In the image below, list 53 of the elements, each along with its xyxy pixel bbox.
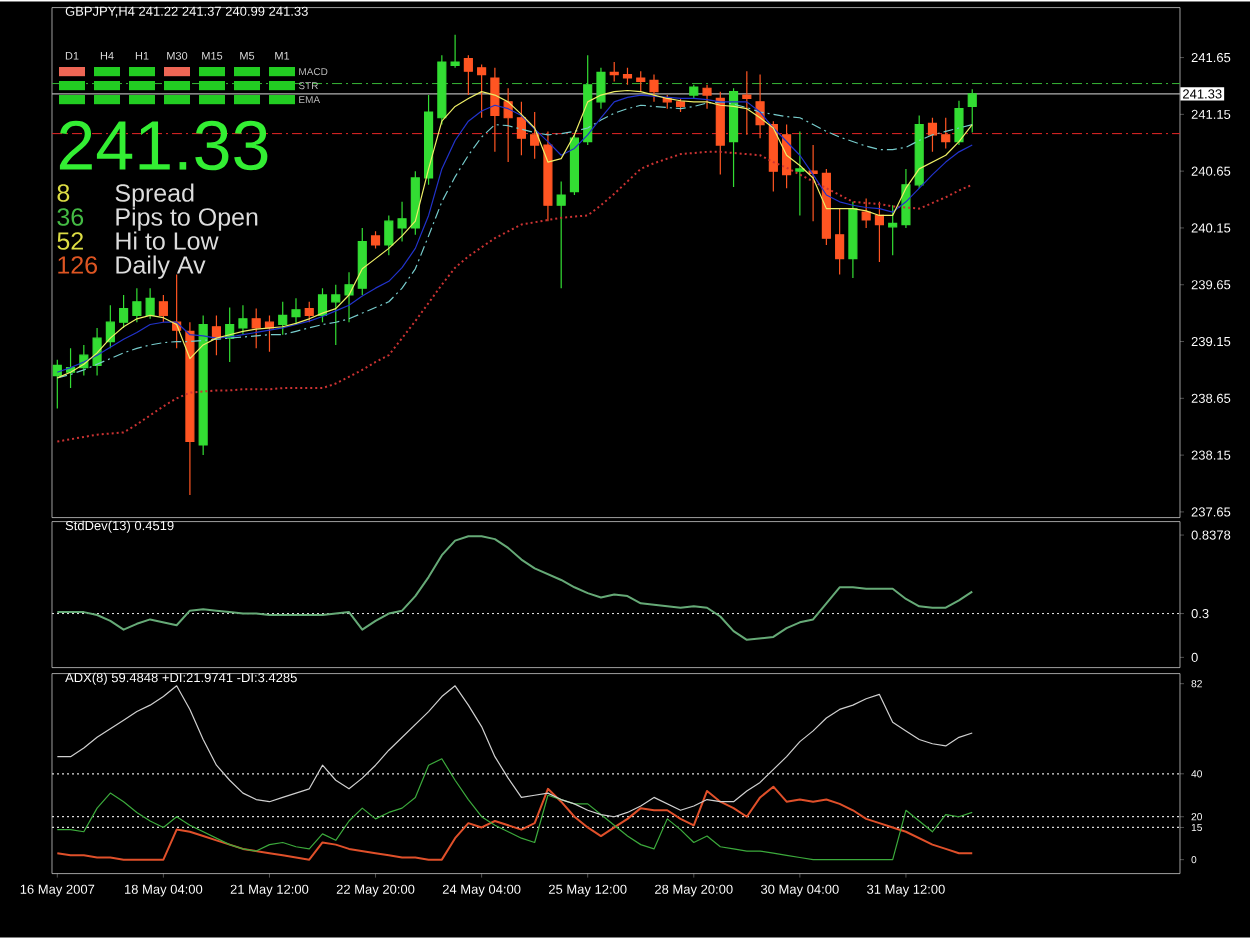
candlestick [424, 94, 434, 186]
candlestick [689, 84, 699, 100]
candlestick [941, 117, 951, 150]
candlestick [291, 297, 301, 326]
candlestick [304, 301, 314, 324]
candlestick [384, 215, 394, 256]
candlestick [437, 54, 447, 126]
candlestick [835, 208, 845, 276]
annotation: 241.33 [59, 120, 268, 171]
candlestick [450, 34, 460, 69]
candlestick [238, 304, 248, 336]
candlestick [861, 198, 871, 229]
annotation: Pips to Open [116, 207, 258, 231]
candlestick [675, 98, 686, 113]
annotation: 8 [57, 184, 70, 203]
annotation: Spread [115, 183, 194, 207]
candlestick [927, 117, 938, 153]
candlestick [145, 287, 155, 320]
candlestick [622, 67, 633, 86]
candlestick [543, 130, 553, 222]
candlestick [848, 201, 858, 279]
candlestick [556, 180, 566, 289]
candlestick [397, 201, 407, 243]
candlestick [198, 315, 208, 456]
annotation: 52 [57, 232, 83, 251]
candlestick [370, 230, 381, 250]
candlestick [317, 287, 328, 324]
annotation: Hi to Low [116, 231, 219, 251]
candlestick [278, 301, 288, 336]
candlestick [463, 54, 473, 96]
candlestick [795, 130, 805, 217]
candlestick [821, 168, 831, 246]
candlestick [596, 67, 606, 110]
candlestick [954, 100, 964, 146]
candlestick [914, 115, 924, 189]
candlestick [251, 308, 261, 350]
candlestick [357, 227, 367, 296]
candlestick [636, 70, 646, 93]
candlestick [185, 321, 195, 496]
candlestick [967, 88, 977, 134]
candlestick [569, 134, 580, 196]
candlestick [132, 287, 142, 324]
candlestick [410, 170, 420, 236]
candlestick [119, 294, 129, 329]
annotation: 36 [57, 208, 84, 227]
annotation: 126 [58, 256, 97, 275]
candlestick [477, 63, 487, 119]
candlestick [702, 84, 712, 110]
candlestick [490, 67, 500, 153]
candlestick [649, 74, 659, 103]
candlestick [158, 294, 168, 324]
annotation: Daily Av [116, 255, 206, 279]
candlestick [715, 91, 725, 176]
